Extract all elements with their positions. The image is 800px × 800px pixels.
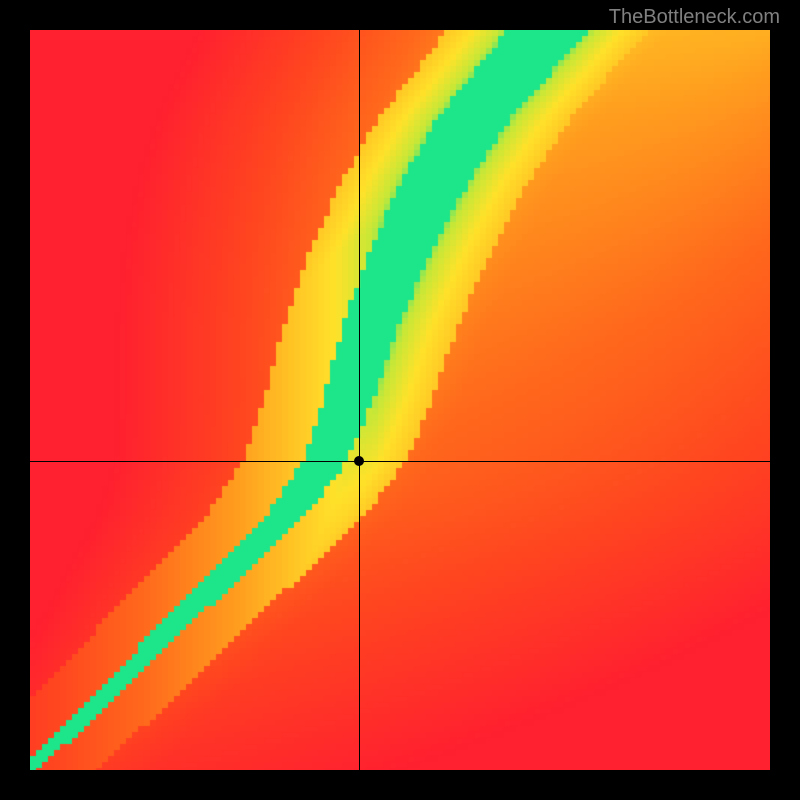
crosshair-marker (354, 456, 364, 466)
crosshair-vertical (359, 30, 360, 770)
watermark-text: TheBottleneck.com (609, 6, 780, 29)
crosshair-horizontal (30, 461, 770, 462)
chart-container: TheBottleneck.com (0, 0, 800, 800)
heatmap-canvas (30, 30, 770, 770)
plot-area (30, 30, 770, 770)
